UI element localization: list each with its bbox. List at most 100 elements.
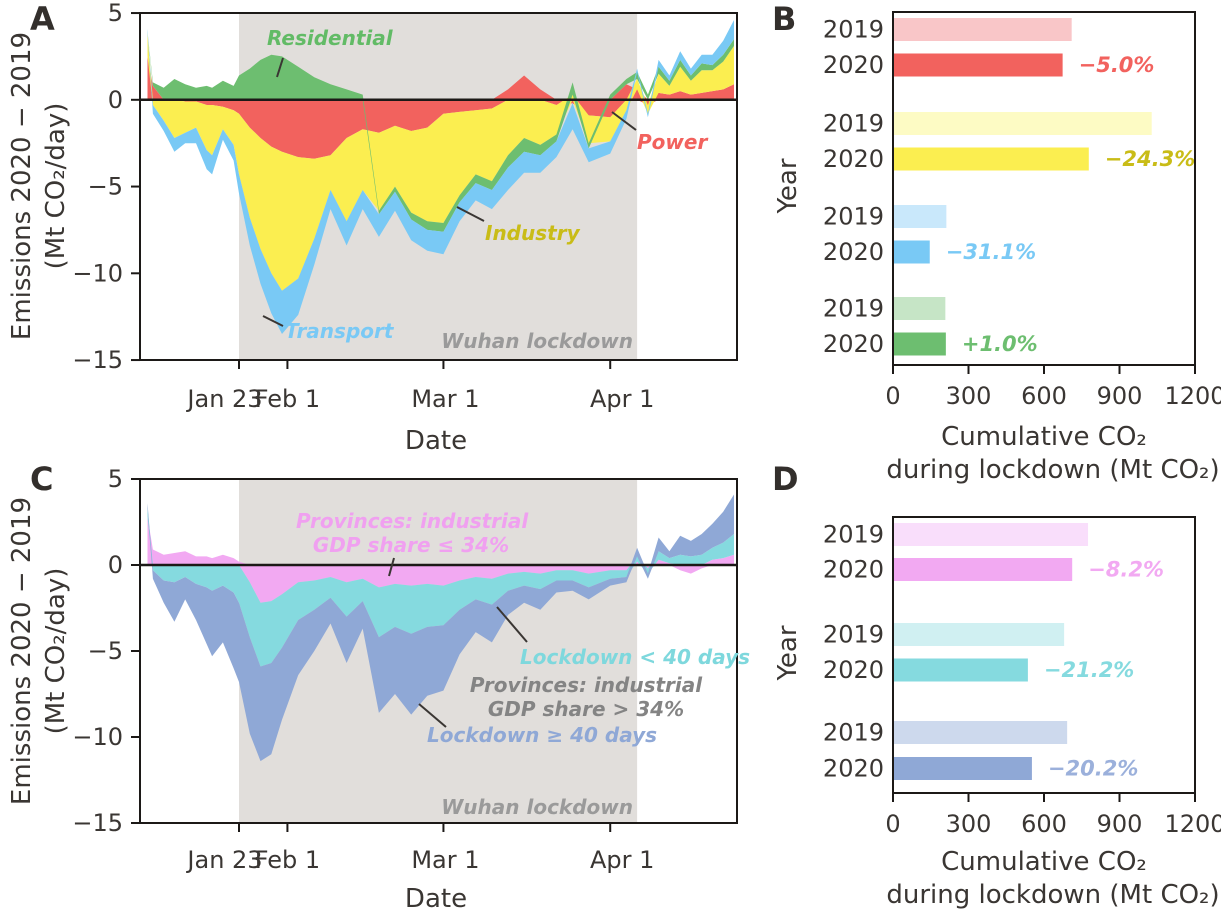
panel-c-xtick-label-2: Mar 1 (411, 846, 479, 874)
panel-b-bar-group0-2020 (893, 53, 1063, 77)
annotation-provinces-low-share-line1: Provinces: industrial (296, 509, 529, 533)
panel-b-change-label-group0: −5.0% (1079, 53, 1155, 77)
annotation-provinces-high-share: Provinces: industrial GDP share > 34% (466, 673, 706, 721)
panel-a-leader-line-2 (456, 206, 485, 222)
annotation-provinces-high-share-line2: GDP share > 34% (487, 697, 685, 721)
panel-a-ytick-label-3: −10 (72, 259, 123, 287)
panel-d-bar-group2-2019 (893, 721, 1068, 744)
panel-b-xlabel-line2: during lockdown (Mt CO₂) (886, 455, 1220, 485)
panel-b-year-label-group3-2019: 2019 (823, 295, 884, 323)
annotation-wuhan-lockdown-a: Wuhan lockdown (441, 329, 633, 353)
panel-d-change-label-group0: −8.2% (1088, 558, 1164, 582)
panel-b-year-label-group0-2020: 2020 (823, 51, 884, 79)
panel-b-change-label-group1: −24.3% (1105, 147, 1195, 171)
panel-c-xlabel: Date (404, 884, 468, 914)
panel-d-xtick-label-1: 300 (946, 810, 992, 838)
annotation-residential: Residential (267, 26, 393, 50)
panel-b-xtick-label-3: 900 (1097, 382, 1143, 410)
panel-a-ytick-label-1: 0 (108, 86, 123, 114)
annotation-lockdown-short: Lockdown < 40 days (520, 645, 751, 669)
annotation-provinces-low-share-line2: GDP share ≤ 34% (312, 533, 510, 557)
panel-b-xtick-label-1: 300 (946, 382, 992, 410)
panel-b-bar-group1-2020 (893, 147, 1089, 171)
panel-b-xtick-label-2: 600 (1021, 382, 1067, 410)
panel-a-xtick-label-2: Mar 1 (411, 385, 479, 413)
panel-d-letter: D (772, 460, 799, 498)
panel-a-xtick-label-1: Feb 1 (255, 385, 320, 413)
panel-d-year-label-group0-2019: 2019 (823, 521, 884, 549)
panel-a-xtick-label-0: Jan 23 (185, 385, 262, 413)
panel-d-year-label-group1-2020: 2020 (823, 656, 884, 684)
panel-c-area-series-1 (147, 508, 734, 667)
panel-a-leader-line-0 (276, 57, 284, 78)
panel-a-leader-line-1 (611, 111, 637, 131)
panel-d-bar-group2-2020 (893, 757, 1032, 780)
panel-d-xlabel-line1: Cumulative CO₂ (941, 847, 1147, 877)
annotation-transport: Transport (285, 319, 394, 343)
panel-b-bar-group2-2020 (893, 240, 930, 264)
panel-a-area-series-0 (147, 56, 734, 159)
panel-b-year-label-group1-2019: 2019 (823, 110, 884, 138)
panel-b-xtick-label-4: 1200 (1164, 382, 1221, 410)
panel-c-xtick-label-1: Feb 1 (255, 846, 320, 874)
panel-b-bar-group3-2020 (893, 332, 946, 356)
panel-a-ylabel-line2: (Mt CO₂/day) (41, 102, 71, 270)
panel-d-year-label-group0-2020: 2020 (823, 556, 884, 584)
panel-b-ylabel: Year (773, 158, 803, 214)
panel-d-xtick-label-3: 900 (1097, 810, 1143, 838)
panel-b-year-label-group0-2019: 2019 (823, 16, 884, 44)
panel-b-year-label-group2-2019: 2019 (823, 203, 884, 231)
panel-b-bar-group1-2019 (893, 112, 1152, 135)
annotation-provinces-low-share: Provinces: industrial GDP share ≤ 34% (296, 509, 529, 557)
panel-d-xlabel-line2: during lockdown (Mt CO₂) (886, 880, 1220, 910)
panel-c-area-series-0 (147, 516, 734, 603)
panel-d-year-label-group2-2020: 2020 (823, 755, 884, 783)
panel-d-year-label-group2-2019: 2019 (823, 719, 884, 747)
panel-b-bar-group0-2019 (893, 18, 1072, 41)
panel-d-change-label-group2: −20.2% (1048, 757, 1138, 781)
panel-d-bar-group1-2019 (893, 623, 1065, 646)
panel-c-ytick-label-1: 0 (108, 551, 123, 579)
panel-b-xtick-label-0: 0 (885, 382, 900, 410)
panel-a-ylabel-line1: Emissions 2020 − 2019 (7, 31, 37, 341)
panel-d-bar-group1-2020 (893, 658, 1028, 682)
panel-d-change-label-group1: −21.2% (1044, 658, 1134, 682)
panel-a-ytick-label-4: −15 (72, 346, 123, 374)
annotation-wuhan-lockdown-c: Wuhan lockdown (441, 795, 633, 819)
panel-b-xlabel-line1: Cumulative CO₂ (941, 422, 1147, 452)
panel-b-letter: B (772, 0, 797, 38)
panel-b-bar-group3-2019 (893, 297, 946, 320)
panel-d-bar-group0-2019 (893, 523, 1089, 546)
panel-c-leader-line-0 (388, 557, 395, 577)
panel-c-leader-line-2 (418, 703, 447, 728)
panel-d-ylabel: Year (773, 625, 803, 681)
panel-a-xlabel: Date (404, 426, 468, 456)
annotation-lockdown-long: Lockdown ≥ 40 days (427, 723, 658, 747)
panel-d-xtick-label-4: 1200 (1164, 810, 1221, 838)
panel-b-bar-group2-2019 (893, 205, 947, 228)
panel-a-leader-line-3 (262, 315, 284, 327)
annotation-provinces-high-share-line1: Provinces: industrial (469, 673, 703, 697)
panel-c-xtick-label-0: Jan 23 (185, 846, 262, 874)
panel-a-area-series-1 (147, 32, 734, 291)
panel-c-ytick-label-4: −15 (72, 809, 123, 837)
panel-c-area-series-2 (147, 494, 734, 762)
panel-b-year-label-group2-2020: 2020 (823, 238, 884, 266)
panel-d-year-label-group1-2019: 2019 (823, 621, 884, 649)
annotation-power: Power (637, 130, 708, 154)
panel-a-area-series-2 (147, 32, 734, 232)
panel-c-ytick-label-3: −10 (72, 723, 123, 751)
panel-c-xtick-label-3: Apr 1 (590, 846, 654, 874)
panel-d-bar-group0-2020 (893, 558, 1073, 581)
panel-a-xtick-label-3: Apr 1 (590, 385, 654, 413)
panel-a-ytick-label-0: 5 (108, 0, 123, 27)
panel-c-ytick-label-0: 5 (108, 465, 123, 493)
annotation-industry: Industry (485, 221, 580, 245)
panel-c-letter: C (30, 460, 54, 498)
panel-b-change-label-group2: −31.1% (946, 240, 1036, 264)
panel-c-ylabel-line1: Emissions 2020 − 2019 (7, 496, 37, 806)
panel-d-xtick-label-2: 600 (1021, 810, 1067, 838)
panel-b-year-label-group1-2020: 2020 (823, 145, 884, 173)
